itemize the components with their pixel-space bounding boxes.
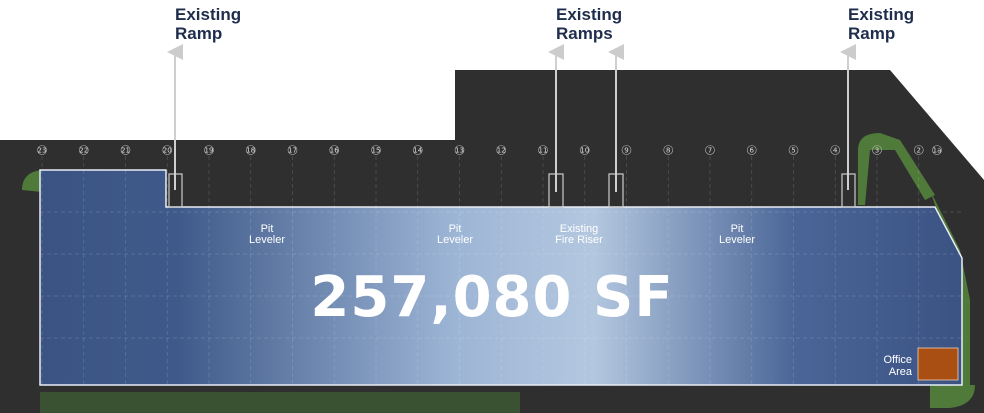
label-pit-leveler: Pit Leveler [249, 223, 285, 246]
callout-existing-ramps-center: Existing Ramps [556, 5, 622, 43]
column-marker: 5 [788, 145, 799, 155]
column-label: 8 [666, 147, 670, 155]
column-label: 1a [933, 147, 942, 155]
column-bubble [705, 145, 715, 155]
column-marker: 6 [746, 145, 757, 155]
column-label: 6 [750, 147, 755, 155]
column-bubble [621, 145, 632, 155]
column-bubble [37, 145, 47, 155]
column-marker: 17 [287, 145, 298, 155]
column-label: 5 [791, 147, 795, 155]
column-marker: 4 [830, 145, 841, 155]
column-bubble [746, 145, 757, 155]
column-bubble [454, 145, 465, 155]
column-label: 16 [330, 147, 339, 155]
column-bubble [412, 145, 423, 155]
column-label: 2 [917, 147, 921, 155]
column-bubble [579, 145, 590, 155]
column-marker: 2 [913, 145, 924, 155]
column-bubble [913, 145, 924, 155]
column-marker: 23 [37, 145, 47, 155]
column-bubble [78, 145, 89, 155]
column-marker: 10 [579, 145, 590, 155]
column-marker: 16 [329, 145, 340, 155]
column-label: 22 [79, 147, 88, 155]
column-bubble [204, 145, 214, 155]
column-marker: 11 [538, 145, 548, 155]
column-label: 3 [875, 147, 879, 155]
column-bubble [932, 145, 942, 155]
column-bubble [329, 145, 340, 155]
column-label: 15 [372, 147, 381, 155]
label-pit-leveler: Pit Leveler [437, 223, 473, 246]
total-area: 257,080 SF [310, 265, 673, 330]
landscape-area [930, 385, 975, 408]
column-bubble [538, 145, 548, 155]
column-label: 18 [246, 147, 255, 155]
column-label: 9 [624, 147, 628, 155]
column-marker: 15 [371, 145, 381, 155]
column-marker: 7 [705, 145, 715, 155]
column-label: 23 [38, 147, 47, 155]
landscape-area [40, 392, 520, 413]
column-bubble [830, 145, 841, 155]
column-bubble [162, 145, 173, 155]
column-bubble [788, 145, 799, 155]
label-existing-fire-riser: Existing Fire Riser [555, 223, 603, 246]
column-label: 10 [580, 147, 589, 155]
column-label: 14 [413, 147, 422, 155]
column-marker: 20 [162, 145, 173, 155]
column-bubble [287, 145, 298, 155]
column-marker: 22 [78, 145, 89, 155]
column-marker: 18 [245, 145, 256, 155]
column-label: 13 [455, 147, 464, 155]
column-marker: 21 [120, 145, 131, 155]
column-label: 20 [163, 147, 172, 155]
label-pit-leveler: Pit Leveler [719, 223, 755, 246]
column-label: 17 [288, 147, 297, 155]
column-bubble [120, 145, 131, 155]
column-bubble [245, 145, 256, 155]
column-label: 19 [205, 147, 214, 155]
callout-existing-ramp-right: Existing Ramp [848, 5, 914, 43]
column-marker: 1a [932, 145, 942, 155]
column-labels: 23 22 21 20 19 18 17 16 15 14 13 12 11 10 9 8 7 6 5 4 3 2 1a [37, 145, 942, 155]
label-office-area: Office Area [883, 354, 912, 378]
column-bubble [872, 145, 882, 155]
column-marker: 3 [872, 145, 882, 155]
column-label: 4 [833, 147, 838, 155]
column-marker: 8 [663, 145, 674, 155]
building-footprint [39, 169, 963, 386]
column-label: 7 [708, 147, 712, 155]
landscape-area [858, 133, 935, 205]
office-area [917, 347, 959, 381]
column-bubble [496, 145, 507, 155]
column-label: 12 [497, 147, 506, 155]
column-label: 11 [539, 147, 548, 155]
column-marker: 9 [621, 145, 632, 155]
column-marker: 12 [496, 145, 507, 155]
column-grid [40, 156, 962, 385]
column-marker: 19 [204, 145, 214, 155]
column-label: 21 [121, 147, 130, 155]
column-marker: 13 [454, 145, 465, 155]
column-bubble [371, 145, 381, 155]
column-marker: 14 [412, 145, 423, 155]
callout-existing-ramp-left: Existing Ramp [175, 5, 241, 43]
column-bubble [663, 145, 674, 155]
landscape-area [22, 170, 42, 192]
